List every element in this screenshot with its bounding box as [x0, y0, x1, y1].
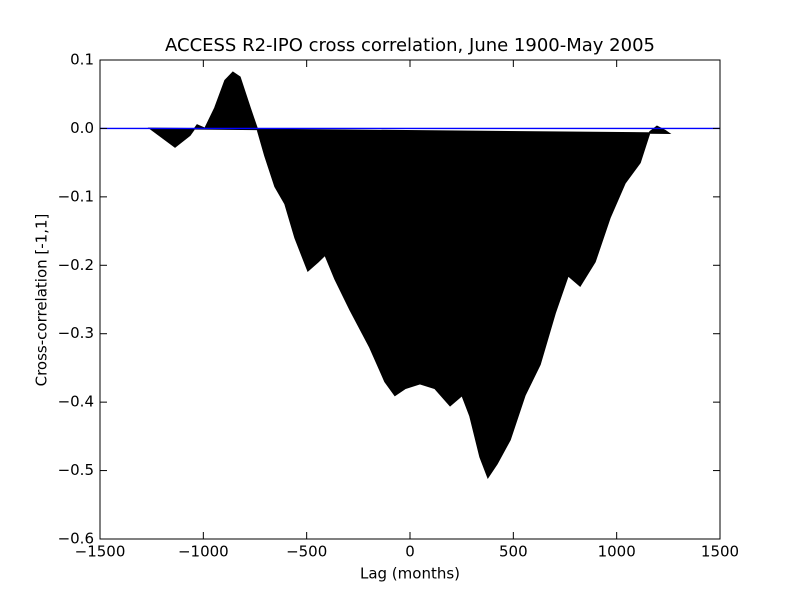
y-tick-label: −0.2: [58, 256, 94, 274]
y-tick-label: −0.3: [58, 324, 94, 342]
x-tick-label: −1000: [178, 543, 229, 561]
chart-title: ACCESS R2-IPO cross correlation, June 19…: [165, 35, 655, 56]
x-tick-label: −1500: [75, 543, 126, 561]
x-tick-label: −500: [286, 543, 327, 561]
y-tick-label: −0.4: [58, 393, 94, 411]
y-tick-label: 0.1: [70, 51, 94, 69]
area: [147, 71, 672, 480]
y-axis-label: Cross-correlation [-1,1]: [33, 214, 51, 387]
x-tick-label: 0: [405, 543, 415, 561]
x-tick-label: 1500: [701, 543, 739, 561]
x-tick-label: 1000: [598, 543, 636, 561]
y-tick-label: 0.0: [70, 119, 94, 137]
y-tick-label: −0.6: [58, 530, 94, 548]
x-axis-label: Lag (months): [360, 565, 460, 583]
y-tick-label: −0.1: [58, 187, 94, 205]
y-tick-label: −0.5: [58, 461, 94, 479]
x-tick-label: 500: [499, 543, 528, 561]
